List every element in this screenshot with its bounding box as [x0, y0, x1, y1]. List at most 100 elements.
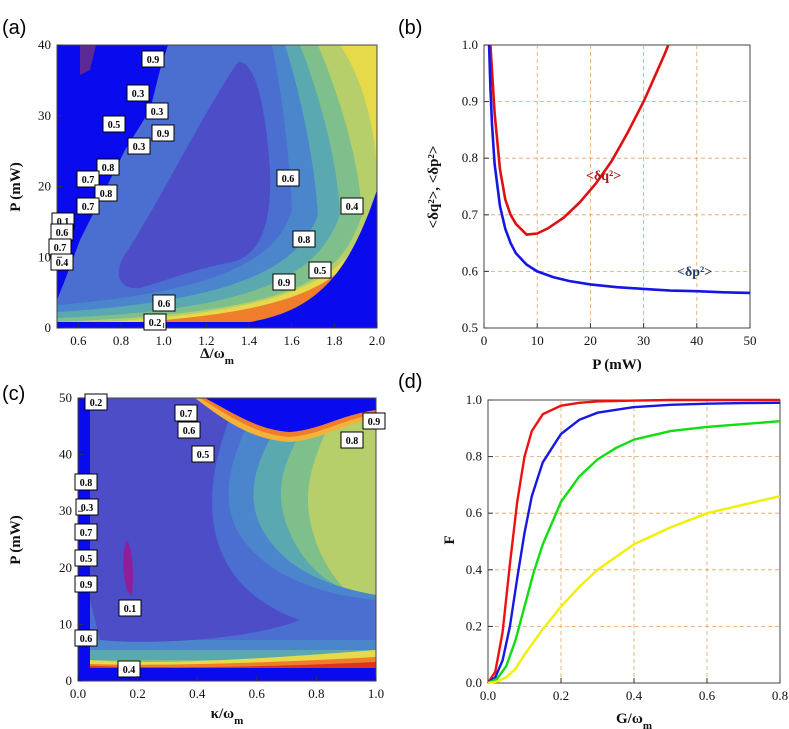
x-axis-label: G/ωm: [616, 711, 652, 729]
contour-label-text: 0.3: [81, 503, 94, 514]
contour-label-box: [74, 575, 98, 593]
contour-label-text: 0.4: [123, 665, 136, 676]
contour-label: 0.6: [177, 421, 201, 439]
y-tick-label: 0: [45, 320, 52, 335]
contour-label-text: 0.3: [151, 107, 164, 118]
contour-label-box: [84, 393, 108, 411]
contour-label-text: 0.1: [124, 604, 137, 615]
contour-label: 0.7: [76, 170, 100, 188]
contour-label-text: 0.6: [80, 634, 93, 645]
x-tick-label: 0.8: [772, 688, 788, 703]
contour-label: 0.7: [76, 197, 100, 215]
contour-label: 0.4: [340, 197, 364, 215]
contour-label-text: 0.9: [278, 278, 291, 289]
contour-label-box: [152, 294, 176, 312]
x-tick-label: 0.2: [129, 686, 145, 701]
contour-label-box: [50, 253, 74, 271]
contour-label: 0.8: [94, 184, 118, 202]
y-axis-label: P (mW): [8, 162, 24, 212]
x-tick-label: 0.2: [553, 688, 569, 703]
contour-label-box: [102, 115, 126, 133]
y-tick-label: 20: [38, 179, 51, 194]
contour-label: 0.9: [141, 50, 165, 68]
y-tick-label: 10: [59, 616, 72, 631]
series-line-red: [486, 398, 780, 684]
contour-label-text: 0.8: [102, 163, 115, 174]
contour-label-text: 0.6: [183, 426, 196, 437]
series-line-green: [487, 420, 781, 685]
contour-label-box: [362, 412, 386, 430]
series-line-dp2: [487, 45, 750, 295]
x-tick-label: 1.8: [326, 333, 342, 348]
y-tick-label: 0.5: [462, 320, 478, 335]
y-tick-label: 0.0: [466, 675, 482, 690]
contour-label-box: [94, 184, 118, 202]
contour-label-box: [308, 261, 332, 279]
x-tick-label: 1.4: [241, 333, 258, 348]
contour-label-text: 0.6: [158, 299, 171, 310]
contour-label-text: 0.3: [132, 89, 145, 100]
contour-label-box: [127, 137, 151, 155]
contour-plot-a: [57, 45, 377, 328]
y-tick-label: 10: [38, 249, 51, 264]
x-tick-label: 30: [637, 333, 650, 348]
annotation-dq2: <δq²>: [586, 169, 621, 184]
contour-label-text: 0.7: [54, 243, 67, 254]
contour-label-text: 0.8: [298, 235, 311, 246]
axes-a: 0.6 0.8 1.0 1.2 1.4 1.6 1.8 2.0 0 10 20 30 40 Δ/ωm P (…: [8, 37, 385, 367]
y-tick-label: 0.7: [462, 207, 479, 222]
contour-labels-c: 0.2 0.7 0.6 0.5 0.9 0.8 0.8 0.3 0.7 0.5 0.9 0.1 0.6 0…: [74, 393, 386, 678]
contour-label-box: [145, 102, 169, 120]
x-tick-label: 0.8: [113, 333, 129, 348]
x-tick-label: 0.6: [699, 688, 716, 703]
x-tick-label: 0.0: [70, 686, 86, 701]
y-tick-label: 0.6: [462, 263, 479, 278]
y-tick-label: 40: [38, 37, 51, 52]
contour-label-text: 0.4: [346, 202, 359, 213]
axes-c: 0.0 0.2 0.4 0.6 0.8 1.0 0 10 20 30 40 50 κ/ωm P (mW): [8, 390, 384, 727]
contour-label-text: 0.5: [80, 554, 93, 565]
contour-label: 0.8: [292, 230, 316, 248]
contour-label: 0.6: [74, 629, 98, 647]
contour-label-text: 0.6: [56, 228, 69, 239]
contour-label-text: 0.5: [197, 450, 210, 461]
y-tick-label: 1.0: [462, 37, 478, 52]
contour-label: 0.6: [50, 223, 74, 241]
x-tick-label: 50: [744, 333, 757, 348]
contour-label: 0.1: [118, 599, 142, 617]
lines-b: <δq²> <δp²>: [487, 45, 750, 295]
x-tick-label: 0.0: [480, 688, 496, 703]
contour-label: 0.3: [145, 102, 169, 120]
x-tick-label: 10: [531, 333, 544, 348]
lines-d: [486, 398, 781, 685]
contour-label-text: 0.7: [82, 202, 95, 213]
contour-label-text: 0.7: [180, 409, 193, 420]
panel-label-a: (a): [2, 17, 26, 39]
axes-d: 0.0 0.2 0.4 0.6 0.8 0.0 0.2 0.4 0.6 0.8 1.0 G/ωm F: [442, 392, 788, 729]
contour-label-box: [151, 124, 175, 142]
x-axis-label: κ/ωm: [211, 706, 244, 727]
y-tick-label: 30: [59, 503, 72, 518]
y-tick-label: 0: [66, 673, 73, 688]
contour-label-box: [340, 197, 364, 215]
contour-label-box: [76, 197, 100, 215]
contour-label-box: [177, 421, 201, 439]
x-tick-label: 0.4: [189, 686, 206, 701]
contour-label: 0.7: [48, 238, 72, 256]
y-axis-label: P (mW): [8, 515, 24, 565]
axes-b: 0 10 20 30 40 50 0.5 0.6 0.7 0.8 0.9 1.0 P (mW) <δq²>…: [426, 37, 757, 373]
panel-label-b: (b): [398, 17, 422, 39]
x-tick-label: 0.4: [626, 688, 643, 703]
x-tick-label: 20: [584, 333, 597, 348]
y-tick-label: 0.2: [466, 618, 482, 633]
x-tick-label: 0.6: [249, 686, 266, 701]
contour-label: 0.5: [191, 445, 215, 463]
y-axis-label: <δq²>, <δp²>: [426, 146, 442, 229]
y-tick-label: 30: [38, 108, 51, 123]
y-tick-label: 0.4: [466, 562, 483, 577]
contour-label-box: [74, 473, 98, 491]
contour-label-box: [74, 549, 98, 567]
contour-label-box: [76, 170, 100, 188]
y-tick-label: 0.6: [466, 505, 483, 520]
contour-label-box: [141, 50, 165, 68]
